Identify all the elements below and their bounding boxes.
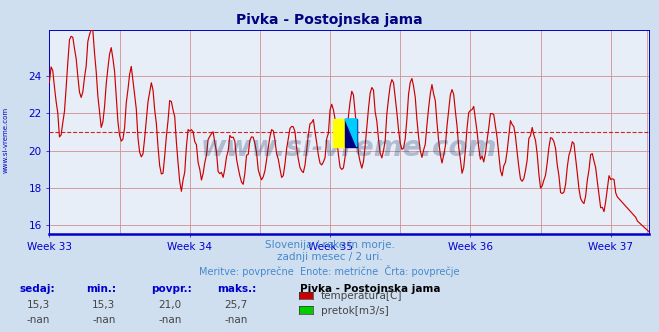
- Text: 25,7: 25,7: [224, 300, 247, 310]
- Text: -nan: -nan: [158, 315, 181, 325]
- Bar: [345, 119, 357, 147]
- Text: pretok[m3/s]: pretok[m3/s]: [321, 306, 389, 316]
- Text: zadnji mesec / 2 uri.: zadnji mesec / 2 uri.: [277, 252, 382, 262]
- Text: povpr.:: povpr.:: [152, 284, 192, 294]
- Polygon shape: [345, 119, 357, 147]
- Text: Pivka - Postojnska jama: Pivka - Postojnska jama: [236, 13, 423, 27]
- Text: 21,0: 21,0: [158, 300, 181, 310]
- Bar: [333, 119, 345, 147]
- Text: maks.:: maks.:: [217, 284, 257, 294]
- Text: -nan: -nan: [92, 315, 115, 325]
- Text: www.si-vreme.com: www.si-vreme.com: [2, 106, 9, 173]
- Text: -nan: -nan: [26, 315, 49, 325]
- Text: temperatura[C]: temperatura[C]: [321, 291, 403, 301]
- Text: www.si-vreme.com: www.si-vreme.com: [201, 134, 498, 162]
- Text: min.:: min.:: [86, 284, 116, 294]
- Text: Meritve: povprečne  Enote: metrične  Črta: povprečje: Meritve: povprečne Enote: metrične Črta:…: [199, 265, 460, 277]
- Text: Pivka - Postojnska jama: Pivka - Postojnska jama: [300, 284, 440, 294]
- Text: Slovenija / reke in morje.: Slovenija / reke in morje.: [264, 240, 395, 250]
- Text: sedaj:: sedaj:: [20, 284, 55, 294]
- Text: -nan: -nan: [224, 315, 247, 325]
- Text: 15,3: 15,3: [92, 300, 115, 310]
- Text: 15,3: 15,3: [26, 300, 49, 310]
